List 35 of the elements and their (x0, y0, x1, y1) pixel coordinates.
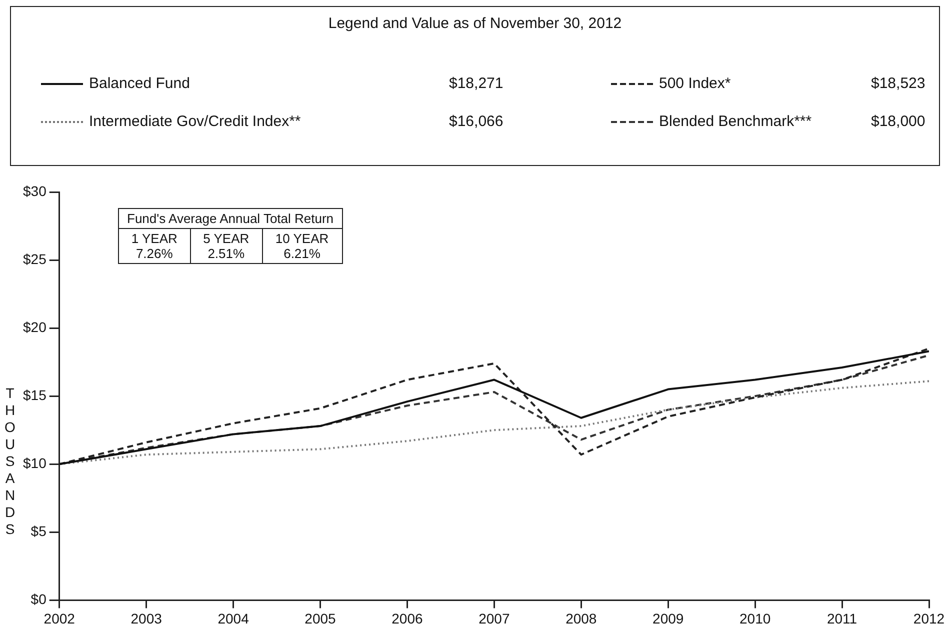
y-tick-label: $20 (23, 318, 47, 335)
x-tick-label: 2004 (218, 610, 250, 626)
text: $18,523 (871, 75, 926, 92)
legend-label: Balanced Fund (89, 75, 190, 92)
y-tick-label: $5 (30, 523, 47, 540)
annotation: 1 YEAR (130, 231, 178, 246)
text: $18,000 (871, 113, 926, 130)
legend-label: 500 Index* (659, 75, 731, 92)
annotation: 7.26% (134, 246, 174, 261)
x-tick-label: 2006 (392, 610, 423, 626)
x-tick-label: 2007 (478, 610, 510, 626)
x-tick-label: 2011 (826, 610, 858, 626)
y-tick-label: $25 (23, 250, 47, 267)
legend-label: Intermediate Gov/Credit Index** (89, 113, 301, 130)
annotation: Fund's Average Annual Total Return (118, 208, 342, 228)
x-tick-label: 2005 (304, 610, 336, 626)
annotation: 6.21% (282, 246, 322, 261)
legend-label: Blended Benchmark*** (659, 113, 812, 130)
y-tick-label: $30 (23, 182, 47, 199)
y-tick-label: $15 (23, 386, 47, 403)
annotation: 10 YEAR (274, 231, 330, 246)
x-tick-label: 2010 (739, 610, 771, 626)
annotation: 2.51% (206, 246, 246, 261)
text: $16,066 (449, 113, 504, 130)
legend-title: Legend and Value as of November 30, 2012 (327, 15, 623, 32)
x-tick-label: 2003 (130, 610, 162, 626)
x-tick-label: 2009 (652, 610, 684, 626)
x-tick-label: 2012 (913, 610, 945, 626)
text: $18,271 (449, 75, 504, 92)
annotation: 5 YEAR (202, 231, 250, 246)
y-tick-label: $0 (30, 591, 47, 608)
x-tick-label: 2002 (44, 610, 76, 626)
text: THOUSANDS (4, 385, 16, 537)
x-tick-label: 2008 (566, 610, 597, 626)
y-tick-label: $10 (23, 454, 47, 471)
